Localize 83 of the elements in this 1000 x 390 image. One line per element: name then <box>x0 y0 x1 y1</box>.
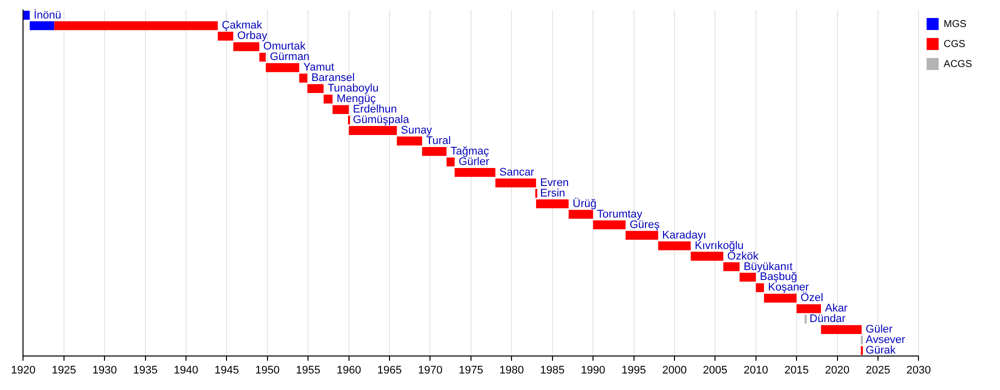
y-tick-label: Güreş <box>630 218 660 231</box>
x-tick-label: 1975 <box>458 364 484 376</box>
bar <box>259 52 266 62</box>
y-tick-label: Sancar <box>499 166 535 178</box>
y-tick-label: Gürak <box>866 344 896 357</box>
x-tick-label: 1960 <box>336 364 362 376</box>
legend-label: MGS <box>944 18 967 30</box>
y-tick-label: Gürman <box>270 51 310 64</box>
bar <box>764 294 797 303</box>
x-tick-label: 1940 <box>174 364 198 376</box>
bar <box>233 42 260 52</box>
bar <box>446 157 455 166</box>
y-tick-label: Büyükanıt <box>744 260 792 273</box>
bar <box>307 84 324 94</box>
bar <box>324 94 333 104</box>
y-tick-label: Orbay <box>237 30 268 42</box>
x-tick-label: 1950 <box>255 364 280 376</box>
y-tick-label: Ürüğ <box>572 196 596 210</box>
y-tick-label: Dündar <box>810 313 846 326</box>
y-tick-label: Tural <box>426 135 451 148</box>
x-tick-label: 1945 <box>214 364 239 376</box>
bar <box>54 21 218 30</box>
y-tick-label: Başbuğ <box>760 271 798 284</box>
y-tick-label: Erdelhun <box>352 104 397 116</box>
bar <box>756 283 764 292</box>
y-tick-label: Gürler <box>458 156 490 168</box>
x-tick-label: 2030 <box>906 364 931 376</box>
x-tick-label: 2000 <box>662 364 687 376</box>
bar <box>299 74 308 83</box>
bar <box>690 252 724 261</box>
bar <box>740 272 756 282</box>
y-tick-label: Avsever <box>866 334 906 346</box>
bar <box>820 325 862 334</box>
x-tick-label: 1935 <box>133 364 158 376</box>
y-tick-label: Gümüşpala <box>352 114 410 126</box>
x-tick-label: 1930 <box>92 364 117 376</box>
legend-label: CGS <box>944 38 966 50</box>
bar <box>30 21 54 30</box>
y-tick-label: Koşaner <box>768 282 810 294</box>
bar <box>568 210 594 219</box>
bar <box>658 241 691 250</box>
y-tick-label: Mengüç <box>336 93 376 106</box>
y-tick-label: Torumtay <box>597 208 643 220</box>
y-tick-label: Sunay <box>400 124 433 137</box>
x-tick-label: 1965 <box>377 364 402 376</box>
x-tick-label: 1990 <box>580 364 606 376</box>
x-tick-label: 2020 <box>825 364 850 376</box>
y-tick-label: Güler <box>866 324 893 336</box>
x-tick-label: 1980 <box>499 364 524 376</box>
y-tick-label: Evren <box>540 176 569 189</box>
x-tick-label: 1955 <box>296 364 320 376</box>
y-tick-label: Kıvrıkoğlu <box>694 240 744 252</box>
x-tick-label: 1995 <box>622 364 646 376</box>
legend-label: ACGS <box>944 58 972 70</box>
y-tick-label: Yamut <box>303 62 334 74</box>
y-tick-label: Özel <box>800 291 824 304</box>
x-tick-label: 2015 <box>784 364 809 376</box>
y-tick-label: Baransel <box>311 72 355 84</box>
x-tick-label: 1970 <box>418 364 442 376</box>
x-tick-label: 1985 <box>540 364 565 376</box>
x-tick-label: 2025 <box>866 364 890 376</box>
x-tick-label: 2010 <box>744 364 768 376</box>
bar <box>723 262 740 272</box>
bar <box>454 168 496 177</box>
bar <box>396 136 422 146</box>
bar <box>266 63 300 72</box>
bar <box>626 230 658 240</box>
y-tick-label: Çakmak <box>222 20 263 32</box>
y-tick-label: Akar <box>824 302 848 315</box>
y-tick-label: Tağmaç <box>450 145 490 158</box>
y-tick-label: Ersin <box>540 187 566 200</box>
y-tick-label: Özkök <box>727 249 759 262</box>
x-tick-label: 2005 <box>702 364 728 376</box>
x-tick-label: 1925 <box>52 364 76 376</box>
bar <box>796 304 821 314</box>
bar <box>218 32 234 41</box>
y-tick-label: Karadayı <box>662 229 706 242</box>
x-tick-label: 1920 <box>10 364 36 376</box>
y-tick-label: Tunaboylu <box>328 82 379 95</box>
y-tick-label: İnönü <box>34 8 62 22</box>
y-tick-label: Omurtak <box>263 40 306 53</box>
bar <box>593 220 626 230</box>
bar <box>422 147 447 156</box>
